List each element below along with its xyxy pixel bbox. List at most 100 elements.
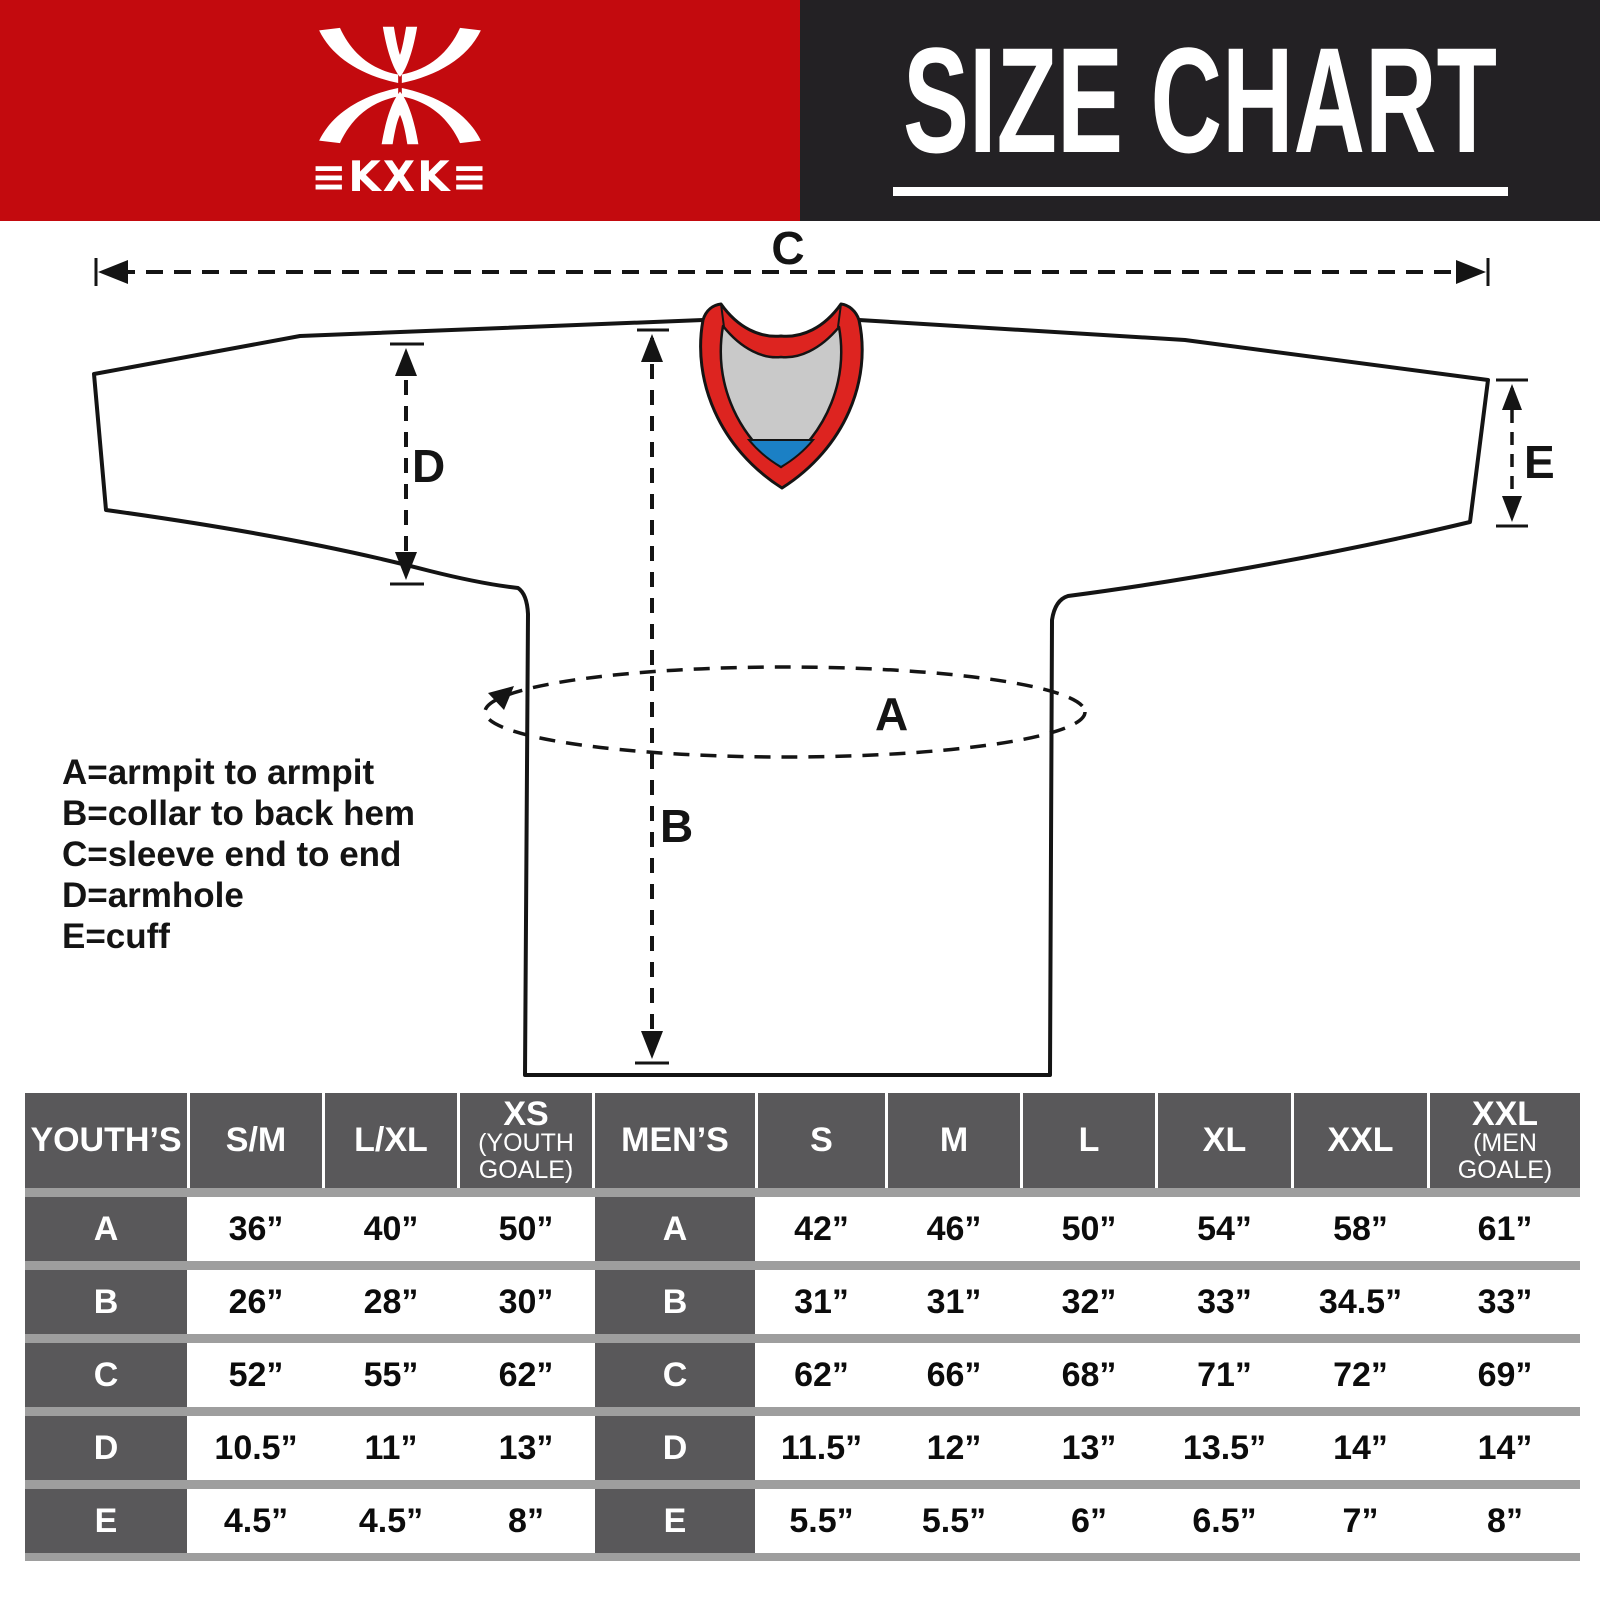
header-cell-xxl-men-goalie: XXL (MEN GOALE): [1430, 1093, 1580, 1188]
row-label-cell: B: [595, 1270, 755, 1334]
value-cell: 7”: [1294, 1489, 1427, 1553]
ellipse-arrowhead: [488, 686, 514, 710]
table-row-a: A 36” 40” 50” A 42” 46” 50” 54” 58” 61”: [25, 1197, 1580, 1261]
jersey-measurement-diagram: C D B A: [92, 222, 1555, 1077]
table-row-d: D 10.5” 11” 13” D 11.5” 12” 13” 13.5” 14…: [25, 1416, 1580, 1480]
table-row-c: C 52” 55” 62” C 62” 66” 68” 71” 72” 69”: [25, 1343, 1580, 1407]
value-cell: 72”: [1294, 1343, 1427, 1407]
title-underline: [892, 187, 1508, 196]
row-label-cell: A: [595, 1197, 755, 1261]
value-cell: 13”: [460, 1416, 592, 1480]
row-label-cell: E: [25, 1489, 187, 1553]
measurement-label-b: B: [660, 800, 693, 852]
value-cell: 11.5”: [758, 1416, 885, 1480]
row-divider: [25, 1188, 1580, 1197]
measurement-legend: A=armpit to armpit B=collar to back hem …: [62, 752, 415, 957]
value-cell: 42”: [758, 1197, 885, 1261]
value-cell: 5.5”: [888, 1489, 1020, 1553]
value-cell: 31”: [758, 1270, 885, 1334]
value-cell: 33”: [1430, 1270, 1580, 1334]
kxk-logo-icon: [319, 26, 481, 145]
size-table: YOUTH’S S/M L/XL XS (YOUTH GOALE) MEN’S …: [25, 1093, 1580, 1561]
row-label-cell: C: [25, 1343, 187, 1407]
table-row-e: E 4.5” 4.5” 8” E 5.5” 5.5” 6” 6.5” 7” 8”: [25, 1489, 1580, 1553]
value-cell: 58”: [1294, 1197, 1427, 1261]
value-cell: 6.5”: [1158, 1489, 1291, 1553]
value-cell: 50”: [460, 1197, 592, 1261]
value-cell: 52”: [190, 1343, 322, 1407]
goalie-size-label: XXL: [1471, 1094, 1539, 1133]
goalie-sub-line2: GOALE): [478, 1155, 574, 1184]
legend-line-a: A=armpit to armpit: [62, 753, 375, 792]
measurement-arrow-c: [94, 258, 1490, 286]
legend-line-e: E=cuff: [62, 917, 170, 956]
measurement-label-e: E: [1524, 436, 1555, 488]
header-cell-lxl: L/XL: [325, 1093, 457, 1188]
header-cell-sm: S/M: [190, 1093, 322, 1188]
value-cell: 55”: [325, 1343, 457, 1407]
collar-base: [746, 439, 816, 469]
header-cell-l: L: [1023, 1093, 1155, 1188]
value-cell: 14”: [1430, 1416, 1580, 1480]
value-cell: 5.5”: [758, 1489, 885, 1553]
value-cell: 62”: [758, 1343, 885, 1407]
header-cell-xs-youth-goalie: XS (YOUTH GOALE): [460, 1093, 592, 1188]
value-cell: 46”: [888, 1197, 1020, 1261]
value-cell: 30”: [460, 1270, 592, 1334]
value-cell: 69”: [1430, 1343, 1580, 1407]
value-cell: 11”: [325, 1416, 457, 1480]
row-divider: [25, 1334, 1580, 1343]
value-cell: 4.5”: [325, 1489, 457, 1553]
goalie-size-label: XS: [503, 1094, 549, 1133]
collar-fold-lines: [720, 303, 842, 328]
value-cell: 4.5”: [190, 1489, 322, 1553]
measurement-label-a: A: [875, 688, 908, 740]
value-cell: 26”: [190, 1270, 322, 1334]
legend-line-d: D=armhole: [62, 876, 244, 915]
measurement-arrow-a: [483, 665, 1087, 759]
goalie-sub-line2: GOALE): [1457, 1155, 1553, 1184]
value-cell: 6”: [1023, 1489, 1155, 1553]
page-title: SIZE CHART: [903, 16, 1497, 184]
table-row-b: B 26” 28” 30” B 31” 31” 32” 33” 34.5” 33…: [25, 1270, 1580, 1334]
value-cell: 28”: [325, 1270, 457, 1334]
row-divider: [25, 1261, 1580, 1270]
measurement-arrow-e: [1496, 378, 1528, 528]
value-cell: 13”: [1023, 1416, 1155, 1480]
value-cell: 36”: [190, 1197, 322, 1261]
value-cell: 50”: [1023, 1197, 1155, 1261]
value-cell: 32”: [1023, 1270, 1155, 1334]
value-cell: 14”: [1294, 1416, 1427, 1480]
value-cell: 62”: [460, 1343, 592, 1407]
measurement-arrow-d: [390, 342, 424, 586]
value-cell: 10.5”: [190, 1416, 322, 1480]
header-cell-m: M: [888, 1093, 1020, 1188]
brand-text: ≡KXK≡: [311, 152, 489, 201]
brand-panel: ≡KXK≡: [0, 0, 800, 221]
collar: [699, 302, 864, 490]
row-label-cell: A: [25, 1197, 187, 1261]
value-cell: 68”: [1023, 1343, 1155, 1407]
table-header-row: YOUTH’S S/M L/XL XS (YOUTH GOALE) MEN’S …: [25, 1093, 1580, 1188]
header: ≡KXK≡ SIZE CHART: [0, 0, 1600, 221]
table-bottom-divider: [25, 1553, 1580, 1561]
value-cell: 54”: [1158, 1197, 1291, 1261]
row-divider: [25, 1480, 1580, 1489]
value-cell: 66”: [888, 1343, 1020, 1407]
goalie-sub-line1: (MEN: [1473, 1128, 1537, 1157]
measurement-label-c: C: [771, 222, 804, 274]
value-cell: 12”: [888, 1416, 1020, 1480]
value-cell: 61”: [1430, 1197, 1580, 1261]
row-label-cell: E: [595, 1489, 755, 1553]
row-label-cell: C: [595, 1343, 755, 1407]
legend-line-b: B=collar to back hem: [62, 794, 416, 833]
title-panel: SIZE CHART: [800, 0, 1600, 221]
value-cell: 31”: [888, 1270, 1020, 1334]
value-cell: 40”: [325, 1197, 457, 1261]
measurement-arrow-b: [635, 328, 669, 1065]
value-cell: 71”: [1158, 1343, 1291, 1407]
header-cell-s: S: [758, 1093, 885, 1188]
header-cell-xxl: XXL: [1294, 1093, 1427, 1188]
row-label-cell: D: [595, 1416, 755, 1480]
